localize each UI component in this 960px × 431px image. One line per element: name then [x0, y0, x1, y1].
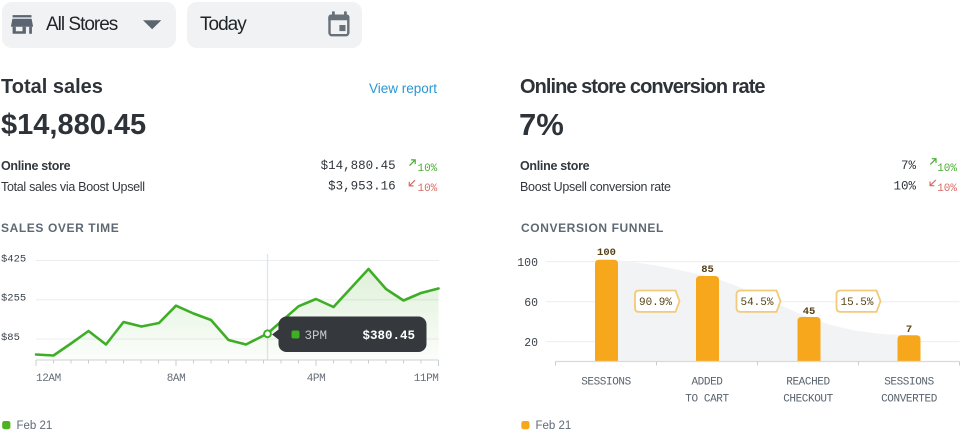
svg-text:12AM: 12AM — [36, 373, 61, 385]
svg-text:REACHED: REACHED — [786, 377, 830, 389]
svg-text:11PM: 11PM — [414, 373, 439, 385]
svg-text:85: 85 — [701, 264, 714, 276]
svg-text:10%: 10% — [417, 163, 437, 175]
svg-text:ADDED: ADDED — [691, 377, 723, 389]
svg-text:$85: $85 — [1, 332, 20, 344]
svg-text:54.5%: 54.5% — [740, 297, 773, 309]
svg-text:SESSIONS: SESSIONS — [884, 377, 934, 389]
svg-text:3PM: 3PM — [305, 329, 328, 343]
svg-text:4PM: 4PM — [307, 373, 326, 385]
svg-text:SESSIONS: SESSIONS — [581, 377, 631, 389]
svg-text:$425: $425 — [1, 253, 26, 265]
svg-text:20: 20 — [524, 337, 538, 350]
svg-text:$14,880.45: $14,880.45 — [321, 159, 396, 173]
svg-text:$3,953.16: $3,953.16 — [328, 180, 396, 194]
svg-text:10%: 10% — [417, 183, 437, 195]
svg-text:$255: $255 — [1, 293, 26, 305]
svg-text:10%: 10% — [893, 180, 916, 194]
svg-text:90.9%: 90.9% — [639, 297, 672, 309]
svg-text:$380.45: $380.45 — [362, 329, 415, 343]
svg-text:TO CART: TO CART — [685, 394, 729, 406]
svg-text:100: 100 — [517, 257, 538, 270]
svg-text:7%: 7% — [901, 159, 917, 173]
svg-text:100: 100 — [597, 247, 616, 259]
svg-text:45: 45 — [803, 306, 816, 318]
svg-text:7: 7 — [906, 324, 912, 336]
svg-text:CONVERTED: CONVERTED — [881, 394, 938, 406]
svg-text:CHECKOUT: CHECKOUT — [783, 394, 833, 406]
svg-text:60: 60 — [524, 297, 538, 310]
svg-text:10%: 10% — [937, 183, 957, 195]
svg-text:8AM: 8AM — [167, 373, 186, 385]
svg-text:10%: 10% — [937, 163, 957, 175]
svg-text:15.5%: 15.5% — [840, 297, 873, 309]
